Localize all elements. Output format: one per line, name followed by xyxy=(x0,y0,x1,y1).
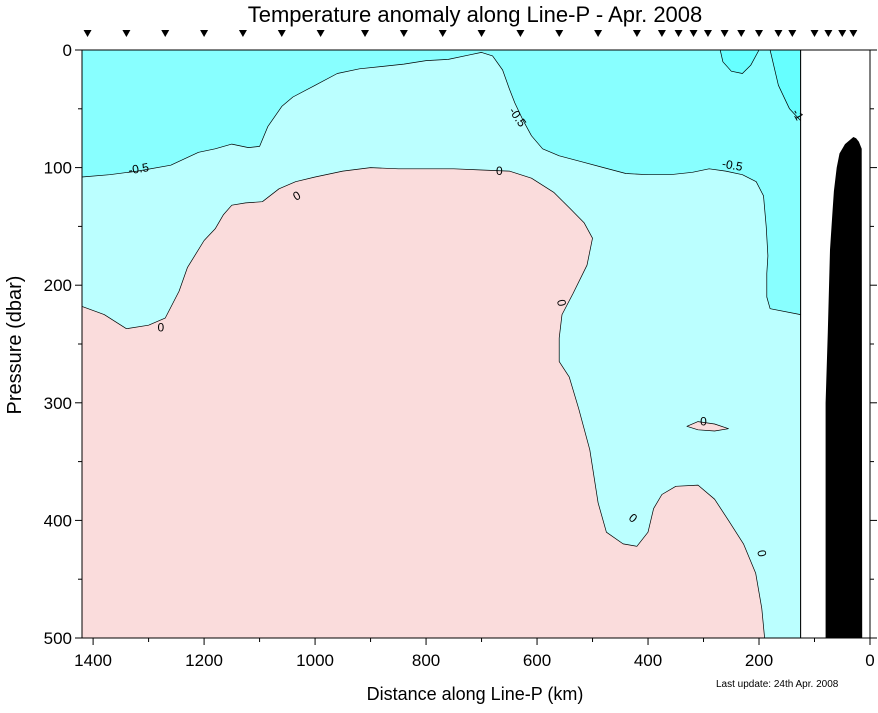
x-tick-label-600: 600 xyxy=(523,651,551,670)
bathymetry xyxy=(825,137,863,638)
x-tick-label-800: 800 xyxy=(412,651,440,670)
x-tick-label-1400: 1400 xyxy=(74,651,112,670)
station-marker-14 xyxy=(594,30,603,37)
station-marker-8 xyxy=(361,30,370,37)
y-tick-label-500: 500 xyxy=(44,629,72,648)
contour-region-4 xyxy=(705,49,760,74)
x-tick-label-400: 400 xyxy=(634,651,662,670)
x-axis-label: Distance along Line-P (km) xyxy=(367,684,584,704)
station-marker-16 xyxy=(657,30,666,37)
contour-label-3: -0.5 xyxy=(721,157,744,174)
station-marker-25 xyxy=(810,30,819,37)
station-marker-7 xyxy=(316,30,325,37)
station-marker-27 xyxy=(838,30,847,37)
y-tick-label-400: 400 xyxy=(44,511,72,530)
station-marker-26 xyxy=(824,30,833,37)
station-marker-28 xyxy=(849,30,858,37)
contour-label-10: 0 xyxy=(700,415,707,429)
y-tick-label-100: 100 xyxy=(44,159,72,178)
x-tick-label-200: 200 xyxy=(745,651,773,670)
contour-label-7: 0 xyxy=(496,164,503,178)
contour-label-11: 0 xyxy=(754,549,769,558)
station-marker-17 xyxy=(674,30,683,37)
station-marker-12 xyxy=(516,30,525,37)
station-marker-4 xyxy=(200,30,209,37)
y-tick-label-200: 200 xyxy=(44,276,72,295)
station-marker-13 xyxy=(555,30,564,37)
contour-label-5: 0 xyxy=(157,321,164,335)
contour-label-8: 0 xyxy=(554,298,569,307)
station-marker-5 xyxy=(238,30,247,37)
station-marker-11 xyxy=(477,30,486,37)
last-update-note: Last update: 24th Apr. 2008 xyxy=(716,679,839,690)
station-marker-2 xyxy=(122,30,131,37)
station-marker-1 xyxy=(83,30,92,37)
station-marker-23 xyxy=(774,30,783,37)
station-marker-10 xyxy=(438,30,447,37)
station-marker-24 xyxy=(788,30,797,37)
station-marker-19 xyxy=(703,30,712,37)
station-marker-3 xyxy=(161,30,170,37)
chart-title: Temperature anomaly along Line-P - Apr. … xyxy=(248,2,703,27)
contour-label-1: -0.5 xyxy=(127,160,150,177)
y-axis-label: Pressure (dbar) xyxy=(4,276,26,415)
contour-region-6 xyxy=(686,421,729,432)
station-marker-6 xyxy=(277,30,286,37)
y-tick-label-0: 0 xyxy=(63,41,72,60)
station-marker-15 xyxy=(632,30,641,37)
y-tick-label-300: 300 xyxy=(44,394,72,413)
x-tick-label-0: 0 xyxy=(865,651,874,670)
station-marker-21 xyxy=(737,30,746,37)
station-marker-9 xyxy=(399,30,408,37)
station-marker-18 xyxy=(689,30,698,37)
axes: 1400 1200 1000 800 600 400 200 0 0 100 200 300 400 50… xyxy=(44,30,877,670)
station-marker-22 xyxy=(755,30,764,37)
x-tick-label-1000: 1000 xyxy=(296,651,334,670)
x-tick-label-1200: 1200 xyxy=(185,651,223,670)
station-marker-20 xyxy=(720,30,729,37)
contour-region-3 xyxy=(81,167,765,639)
